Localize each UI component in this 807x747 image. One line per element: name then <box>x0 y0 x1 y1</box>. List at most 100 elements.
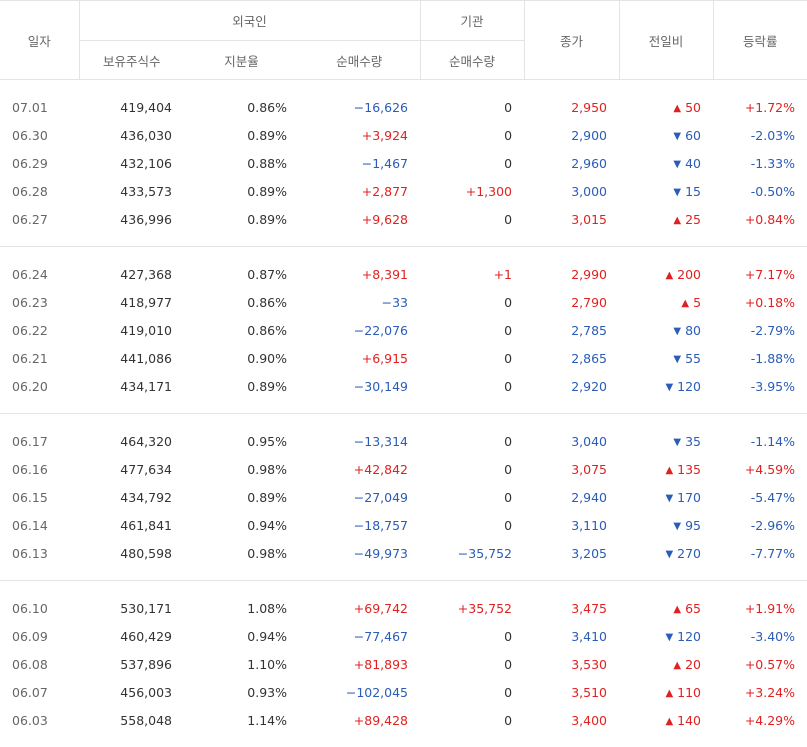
cell-date: 06.13 <box>0 539 79 581</box>
cell-holdings: 456,003 <box>79 678 184 706</box>
cell-date: 06.24 <box>0 247 79 289</box>
cell-rate: -2.79% <box>713 316 807 344</box>
cell-net-foreign: −16,626 <box>299 80 420 122</box>
triangle-up-icon: ▲ <box>673 215 681 226</box>
cell-rate: +0.57% <box>713 650 807 678</box>
cell-change: ▼60 <box>619 121 713 149</box>
cell-change: ▲50 <box>619 80 713 122</box>
cell-change: ▼80 <box>619 316 713 344</box>
triangle-down-icon: ▼ <box>673 521 681 532</box>
cell-date: 06.23 <box>0 288 79 316</box>
cell-rate: -3.95% <box>713 372 807 414</box>
cell-date: 06.30 <box>0 121 79 149</box>
cell-holdings: 434,171 <box>79 372 184 414</box>
cell-net-foreign: −30,149 <box>299 372 420 414</box>
cell-date: 06.28 <box>0 177 79 205</box>
cell-change: ▼55 <box>619 344 713 372</box>
cell-close: 3,075 <box>524 455 619 483</box>
triangle-up-icon: ▲ <box>665 716 673 727</box>
cell-ratio: 0.93% <box>184 678 299 706</box>
cell-date: 06.07 <box>0 678 79 706</box>
change-value: 5 <box>693 295 701 310</box>
header-close: 종가 <box>524 1 619 80</box>
change-value: 80 <box>685 323 701 338</box>
cell-date: 06.09 <box>0 622 79 650</box>
cell-holdings: 433,573 <box>79 177 184 205</box>
table-header: 일자 외국인 기관 종가 전일비 등락률 보유주식수 지분율 순매수량 순매수량 <box>0 1 807 80</box>
cell-rate: +0.84% <box>713 205 807 247</box>
cell-date: 06.17 <box>0 414 79 456</box>
cell-date: 06.14 <box>0 511 79 539</box>
cell-net-institution: 0 <box>420 121 524 149</box>
cell-net-institution: 0 <box>420 288 524 316</box>
cell-date: 06.10 <box>0 581 79 623</box>
cell-net-institution: 0 <box>420 344 524 372</box>
cell-change: ▼40 <box>619 149 713 177</box>
cell-close: 2,960 <box>524 149 619 177</box>
change-value: 170 <box>677 490 701 505</box>
cell-net-foreign: +6,915 <box>299 344 420 372</box>
cell-net-institution: 0 <box>420 511 524 539</box>
cell-ratio: 0.89% <box>184 372 299 414</box>
cell-holdings: 537,896 <box>79 650 184 678</box>
cell-rate: -2.03% <box>713 121 807 149</box>
cell-holdings: 558,048 <box>79 706 184 747</box>
cell-net-foreign: +89,428 <box>299 706 420 747</box>
cell-net-foreign: +3,924 <box>299 121 420 149</box>
change-value: 200 <box>677 267 701 282</box>
cell-close: 3,510 <box>524 678 619 706</box>
cell-net-institution: +35,752 <box>420 581 524 623</box>
cell-net-foreign: −18,757 <box>299 511 420 539</box>
cell-date: 06.03 <box>0 706 79 747</box>
triangle-up-icon: ▲ <box>673 660 681 671</box>
cell-close: 3,015 <box>524 205 619 247</box>
cell-holdings: 434,792 <box>79 483 184 511</box>
cell-net-institution: 0 <box>420 316 524 344</box>
cell-change: ▲20 <box>619 650 713 678</box>
cell-net-institution: 0 <box>420 483 524 511</box>
cell-net-foreign: −1,467 <box>299 149 420 177</box>
cell-rate: -0.50% <box>713 177 807 205</box>
header-institution-group: 기관 <box>420 1 524 41</box>
cell-ratio: 0.90% <box>184 344 299 372</box>
triangle-down-icon: ▼ <box>673 131 681 142</box>
cell-change: ▼35 <box>619 414 713 456</box>
change-value: 270 <box>677 546 701 561</box>
cell-close: 2,900 <box>524 121 619 149</box>
cell-net-foreign: +9,628 <box>299 205 420 247</box>
header-net-foreign: 순매수량 <box>299 41 420 80</box>
change-value: 25 <box>685 212 701 227</box>
cell-change: ▼15 <box>619 177 713 205</box>
cell-net-institution: +1 <box>420 247 524 289</box>
cell-date: 06.16 <box>0 455 79 483</box>
triangle-down-icon: ▼ <box>665 382 673 393</box>
cell-holdings: 460,429 <box>79 622 184 650</box>
cell-net-foreign: +2,877 <box>299 177 420 205</box>
change-value: 135 <box>677 462 701 477</box>
cell-ratio: 0.89% <box>184 121 299 149</box>
cell-holdings: 464,320 <box>79 414 184 456</box>
cell-net-foreign: −22,076 <box>299 316 420 344</box>
change-value: 140 <box>677 713 701 728</box>
cell-ratio: 0.98% <box>184 539 299 581</box>
cell-holdings: 418,977 <box>79 288 184 316</box>
header-rate: 등락률 <box>713 1 807 80</box>
change-value: 120 <box>677 629 701 644</box>
cell-net-institution: 0 <box>420 80 524 122</box>
header-holdings: 보유주식수 <box>79 41 184 80</box>
cell-net-institution: 0 <box>420 455 524 483</box>
cell-close: 3,205 <box>524 539 619 581</box>
cell-holdings: 477,634 <box>79 455 184 483</box>
cell-close: 2,865 <box>524 344 619 372</box>
triangle-up-icon: ▲ <box>673 604 681 615</box>
triangle-down-icon: ▼ <box>665 632 673 643</box>
header-ratio: 지분율 <box>184 41 299 80</box>
